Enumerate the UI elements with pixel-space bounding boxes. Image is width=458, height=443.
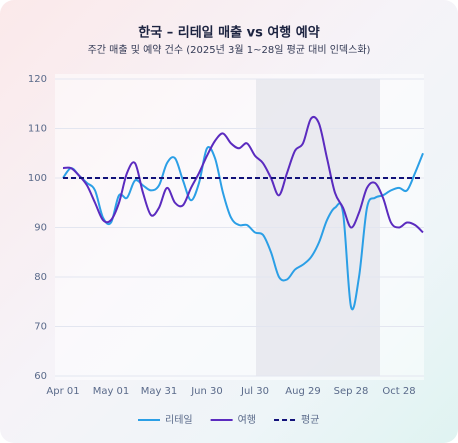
x-tick-label: Jun 30 bbox=[190, 386, 223, 397]
series-line bbox=[62, 115, 424, 234]
chart-title: 한국 – 리테일 매출 vs 여행 예약 bbox=[138, 25, 319, 41]
x-tick-label: Sep 28 bbox=[334, 386, 369, 397]
x-tick-label: Apr 01 bbox=[46, 386, 79, 397]
y-tick-label: 120 bbox=[28, 74, 47, 85]
y-tick-label: 110 bbox=[28, 124, 47, 135]
y-tick-label: 70 bbox=[34, 322, 47, 333]
legend-label: 여행 bbox=[238, 414, 256, 426]
x-tick-label: Jul 30 bbox=[240, 386, 269, 397]
x-tick-label: May 01 bbox=[93, 386, 130, 397]
series-line bbox=[62, 146, 424, 311]
x-tick-label: Aug 29 bbox=[285, 386, 320, 397]
chart-subtitle: 주간 매출 및 예약 건수 (2025년 3월 1~28일 평균 대비 인덱스화… bbox=[88, 44, 371, 56]
legend-label: 평균 bbox=[301, 414, 319, 426]
x-tick-label: May 31 bbox=[141, 386, 178, 397]
y-tick-label: 100 bbox=[28, 173, 47, 184]
x-tick-label: Oct 28 bbox=[382, 386, 415, 397]
legend-label: 리테일 bbox=[165, 414, 193, 426]
y-tick-label: 90 bbox=[34, 223, 47, 234]
y-tick-label: 80 bbox=[34, 272, 47, 283]
y-tick-label: 60 bbox=[34, 371, 47, 382]
